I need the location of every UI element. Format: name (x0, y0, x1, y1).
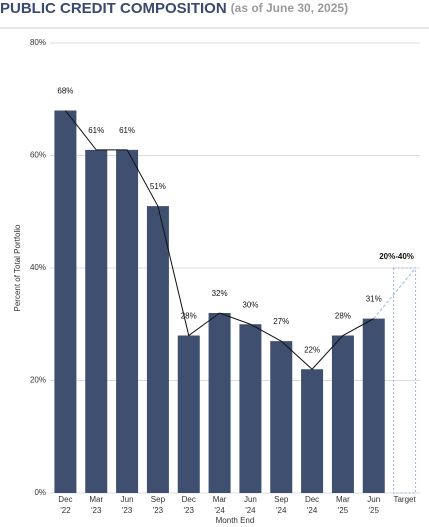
y-tick-label: 0% (34, 488, 46, 497)
x-tick-label: Target (393, 495, 416, 504)
x-tick-label: Mar '25 (336, 495, 350, 515)
value-label: 28% (181, 312, 197, 321)
value-label: 61% (119, 126, 135, 135)
value-label: 68% (57, 87, 73, 96)
x-tick-label: Sep '23 (151, 495, 166, 515)
x-tick-label: Dec '23 (182, 495, 196, 515)
y-tick-label: 20% (30, 376, 46, 385)
trend-line (65, 110, 374, 370)
y-tick-label: 40% (30, 263, 46, 272)
bar (146, 206, 169, 493)
bar (301, 369, 324, 493)
y-tick-label: 80% (30, 38, 46, 47)
bar (177, 335, 200, 493)
bar (54, 110, 77, 493)
chart-subtitle: (as of June 30, 2025) (231, 1, 348, 15)
value-label: 31% (366, 295, 382, 304)
value-label: 27% (273, 317, 289, 326)
value-label: 51% (150, 182, 166, 191)
value-label: 32% (212, 289, 228, 298)
bar (208, 313, 231, 493)
x-tick-label: Jun '25 (367, 495, 380, 515)
bar (116, 149, 139, 493)
value-label: 22% (304, 345, 320, 354)
x-tick-label: Dec '24 (305, 495, 319, 515)
bar (331, 335, 354, 493)
y-tick-label: 60% (30, 151, 46, 160)
target-connector (373, 267, 416, 319)
bar (239, 324, 262, 493)
target-label: 20%-40% (379, 252, 414, 261)
target-range (393, 267, 417, 494)
x-tick-label: Jun '23 (121, 495, 134, 515)
x-tick-label: Dec '22 (58, 495, 72, 515)
x-tick-label: Jun '24 (244, 495, 257, 515)
value-label: 61% (88, 126, 104, 135)
bar (85, 149, 108, 493)
x-tick-label: Mar '24 (213, 495, 227, 515)
chart-title: PUBLIC CREDIT COMPOSITION (0, 0, 227, 17)
x-tick-label: Mar '23 (89, 495, 103, 515)
x-axis-title: Month End (216, 516, 255, 525)
value-label: 30% (242, 300, 258, 309)
value-label: 28% (335, 312, 351, 321)
bar (362, 318, 385, 493)
y-axis-title: Percent of Total Portfolio (13, 224, 22, 312)
bar (270, 341, 293, 493)
x-tick-label: Sep '24 (274, 495, 289, 515)
